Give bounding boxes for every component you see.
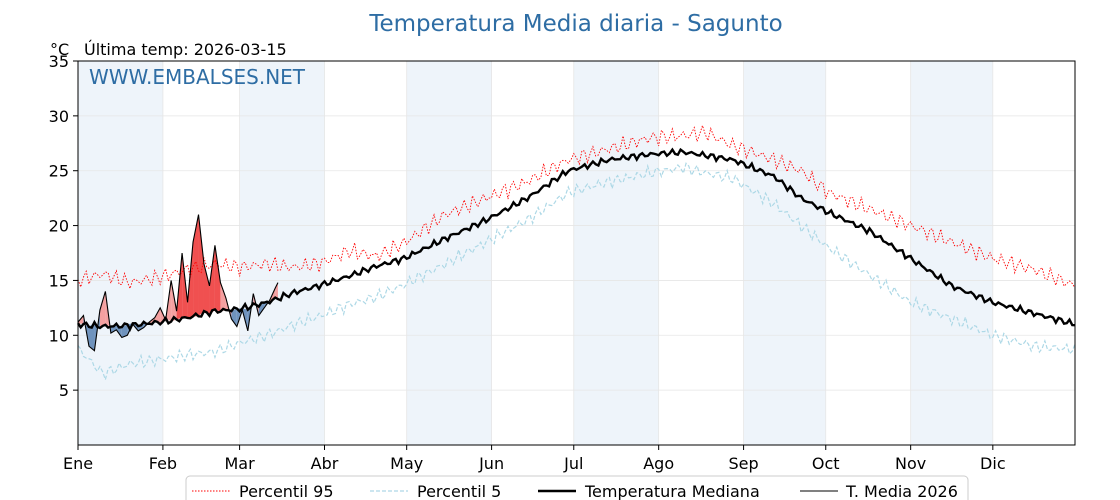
x-tick-label: Jul (563, 454, 583, 473)
anomaly-above-fill (220, 282, 226, 312)
anomaly-below-fill (231, 308, 237, 327)
legend-item-label: Temperatura Mediana (584, 482, 760, 500)
series-median-line (77, 147, 1076, 332)
anomaly-below-fill (121, 324, 128, 338)
x-tick-label: Abr (311, 454, 339, 473)
month-band (78, 61, 163, 445)
x-tick-label: Oct (812, 454, 840, 473)
chart-subtitle: Última temp: 2026-03-15 (84, 40, 287, 59)
month-band (406, 61, 492, 445)
x-tick-label: May (390, 454, 423, 473)
anomaly-above-fill (209, 245, 215, 316)
x-tick-label: Mar (225, 454, 256, 473)
unit-label: °C (50, 40, 69, 59)
series-current-year-line (77, 214, 279, 352)
legend: Percentil 95 Percentil 5 Temperatura Media… (185, 475, 969, 500)
watermark: WWW.EMBALSES.NET (89, 65, 306, 89)
anomaly-above-fill (198, 214, 204, 317)
x-tick-label: Jun (478, 454, 504, 473)
series-percentil-5-line (77, 162, 1076, 382)
month-band (743, 61, 826, 445)
x-tick-label: Sep (729, 454, 759, 473)
anomaly-below-fill (83, 315, 89, 347)
chart-title: Temperatura Media diaria - Sagunto (368, 11, 782, 37)
plot-frame (77, 60, 1076, 446)
y-tick-label: 25 (49, 162, 69, 181)
y-tick-label: 5 (59, 381, 69, 400)
legend-item-label: T. Media 2026 (845, 482, 958, 500)
x-tick-label: Feb (149, 454, 177, 473)
plot-area: 5 10 15 20 25 30 35 Ene Feb Mar Abr May Jun Jul Ago Sep… (49, 52, 1076, 473)
x-tick-label: Ene (63, 454, 93, 473)
y-tick-label: 10 (49, 326, 69, 345)
anomaly-above-fill (99, 291, 106, 329)
legend-item-label: Percentil 5 (417, 482, 501, 500)
anomaly-above-fill (193, 214, 199, 317)
month-band (910, 61, 993, 445)
y-tick-label: 15 (49, 271, 69, 290)
y-tick-label: 35 (49, 52, 69, 71)
legend-item-label: Percentil 95 (239, 482, 334, 500)
x-tick-label: Dic (980, 454, 1006, 473)
month-band (239, 61, 325, 445)
series-percentil-95-line (77, 124, 1076, 290)
y-tick-label: 20 (49, 217, 69, 236)
x-tick-label: Nov (895, 454, 926, 473)
anomaly-above-fill (203, 263, 210, 316)
legend-box (185, 475, 969, 500)
month-band (573, 61, 659, 445)
anomaly-above-fill (214, 245, 221, 312)
y-tick-label: 30 (49, 107, 69, 126)
x-tick-label: Ago (643, 454, 674, 473)
anomaly-below-fill (88, 322, 95, 351)
